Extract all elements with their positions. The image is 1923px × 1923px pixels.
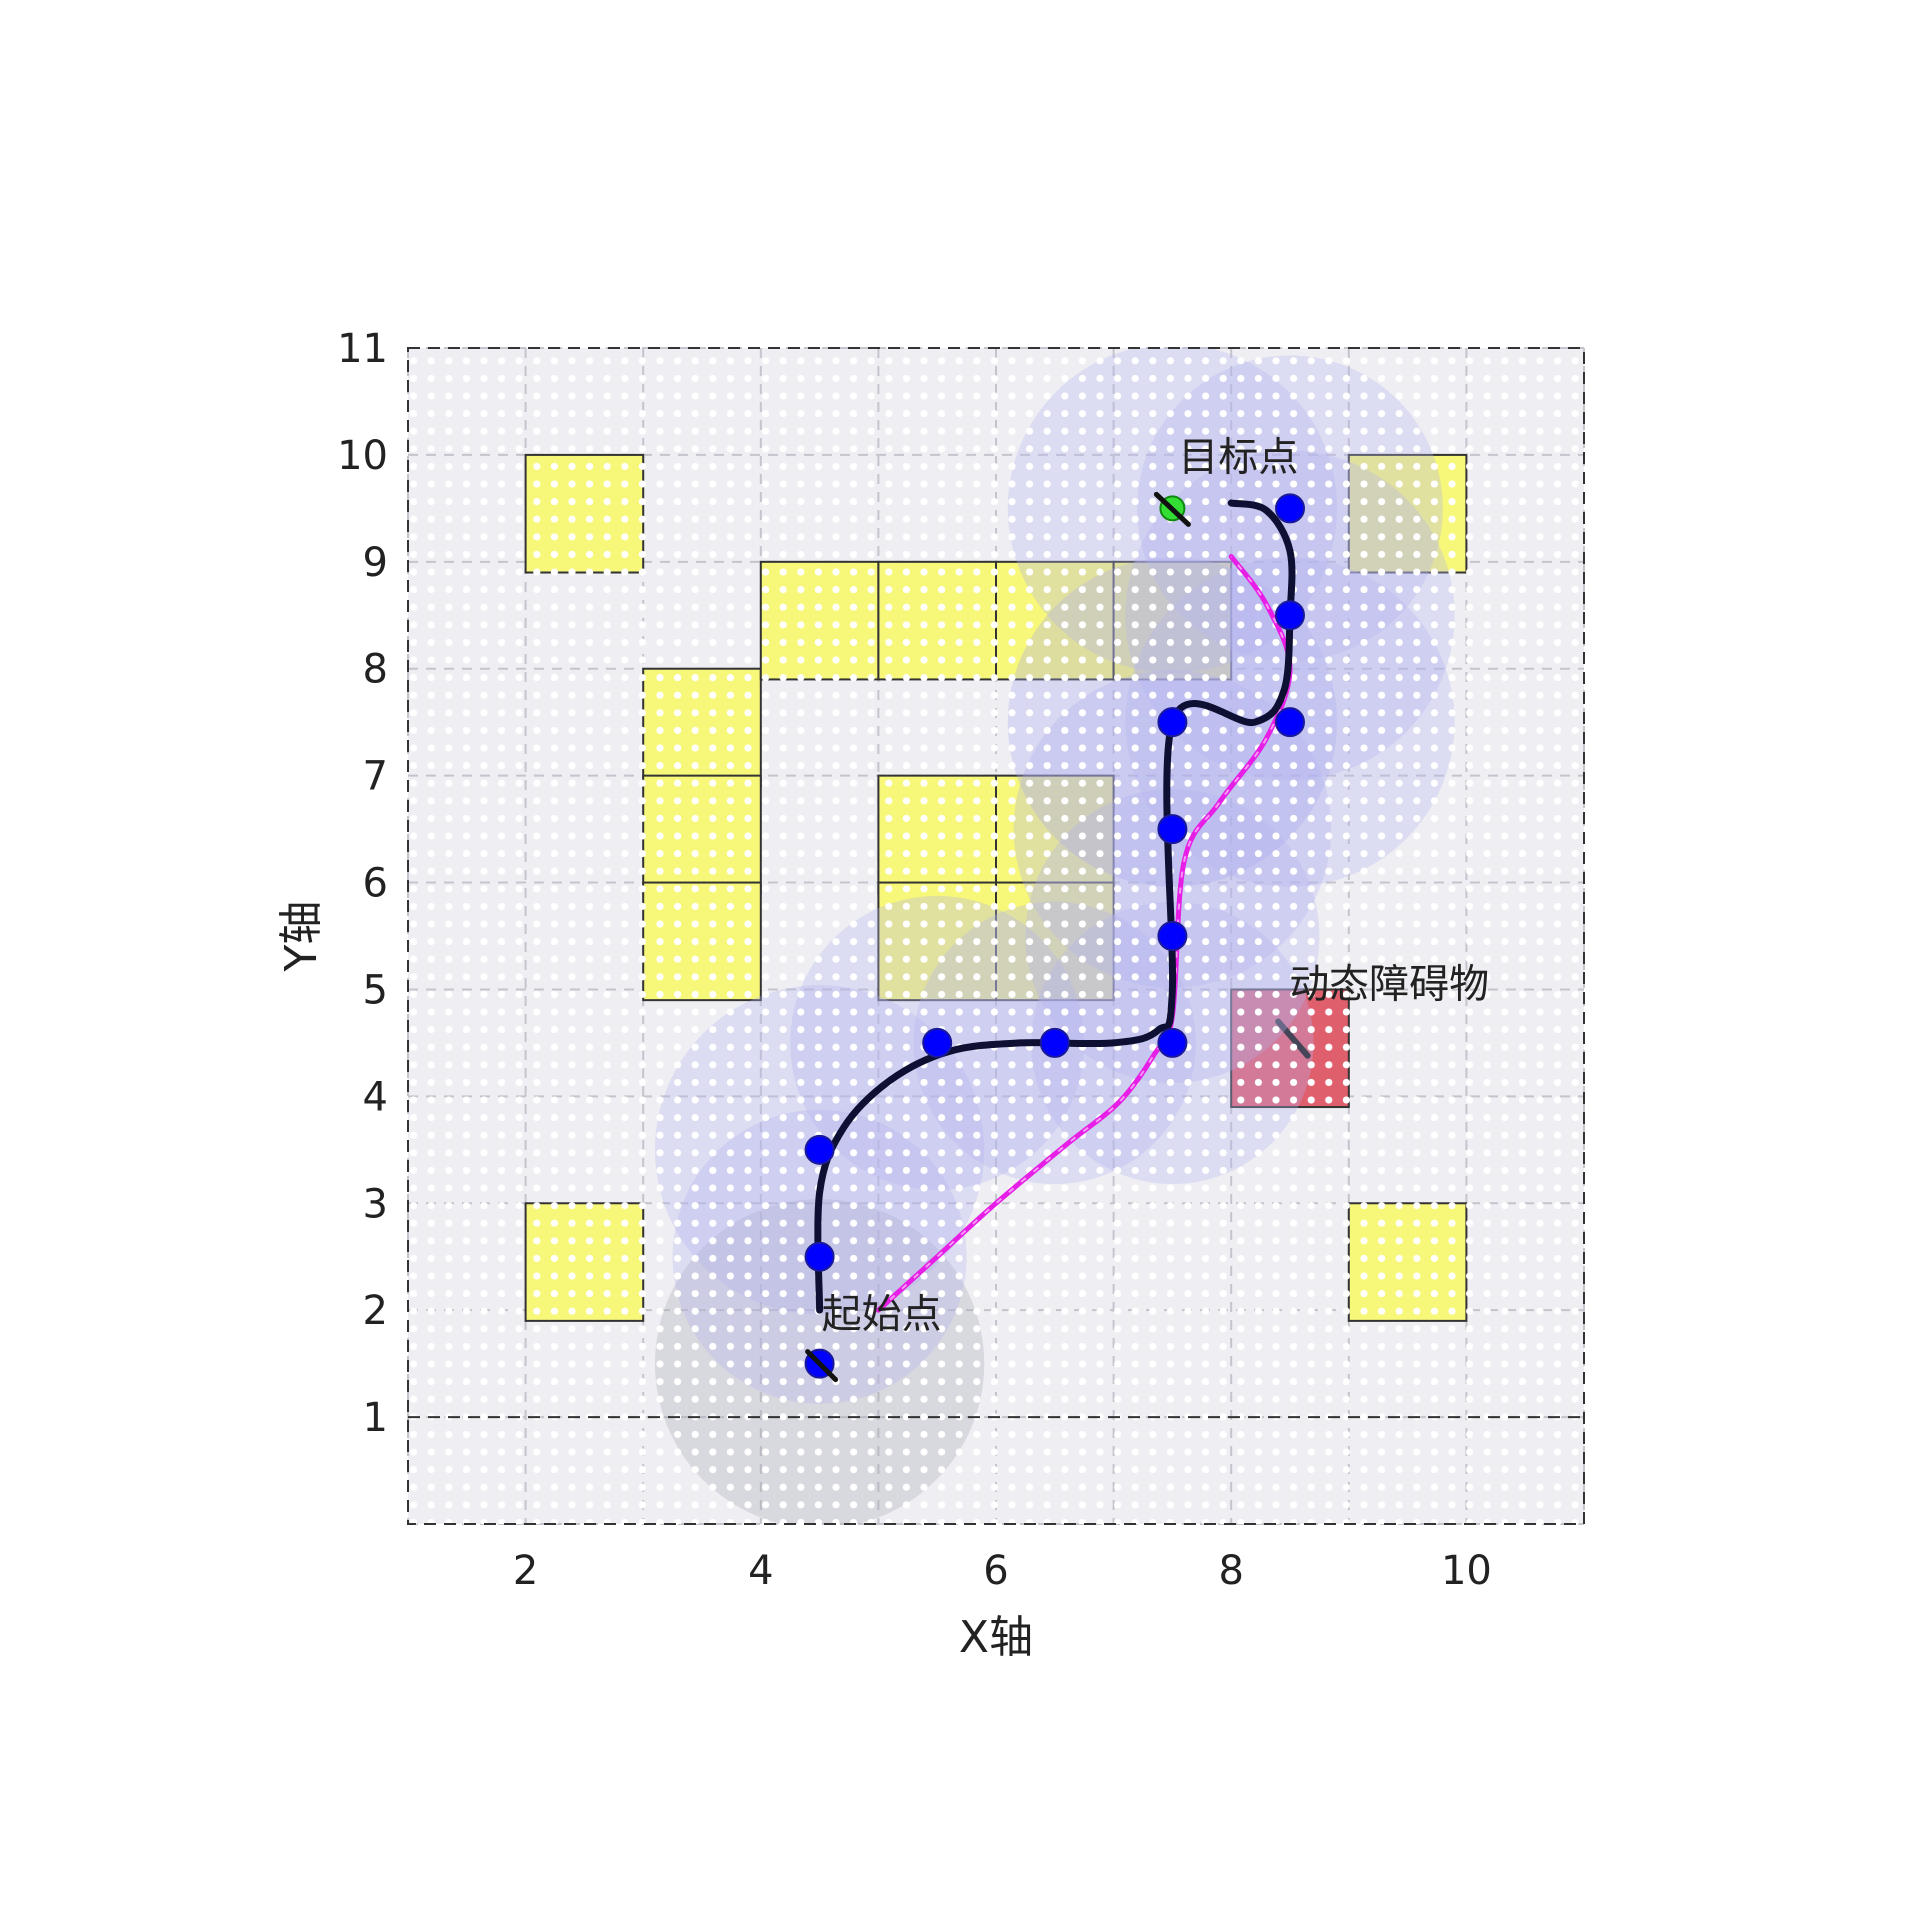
waypoint-marker (804, 1241, 835, 1272)
y-tick-label: 2 (363, 1288, 388, 1334)
y-tick-label: 6 (363, 861, 388, 907)
waypoint-marker (1275, 493, 1305, 524)
start-heading (805, 1349, 839, 1383)
x-tick-label: 6 (983, 1548, 1008, 1594)
y-tick-label: 1 (363, 1395, 388, 1441)
y-tick-label: 3 (363, 1181, 388, 1227)
goal-point-label: 目标点 (1178, 434, 1298, 480)
x-tick-label: 2 (513, 1548, 538, 1594)
waypoint-marker (1157, 814, 1188, 845)
y-tick-label: 7 (363, 754, 388, 800)
y-tick-label: 10 (337, 433, 388, 479)
waypoint-marker (922, 1027, 953, 1058)
x-tick-label: 10 (1441, 1548, 1492, 1594)
y-tick-label: 11 (337, 326, 388, 372)
y-axis-title: Y轴 (276, 901, 327, 973)
start-point-label: 起始点 (822, 1292, 942, 1338)
x-axis-title: X轴 (959, 1612, 1033, 1663)
axes-frame (407, 347, 1585, 1525)
plot-frame (407, 347, 1585, 1525)
y-tick-label: 9 (363, 540, 388, 586)
waypoint-marker (1157, 707, 1188, 738)
dot-pattern-overlay (408, 348, 1584, 1524)
x-tick-label: 8 (1218, 1548, 1243, 1594)
waypoint-marker (1275, 707, 1305, 738)
x-tick-label: 4 (748, 1548, 773, 1594)
goal-heading (1153, 491, 1191, 527)
waypoint-marker (1157, 921, 1188, 951)
waypoint-marker (1275, 600, 1305, 631)
y-tick-label: 8 (363, 647, 388, 693)
y-tick-label: 4 (363, 1074, 388, 1120)
dynamic-obstacle-label: 动态障碍物 (1289, 961, 1489, 1007)
waypoint-markers (804, 491, 1305, 1383)
waypoint-marker (1157, 1027, 1188, 1058)
waypoint-marker (1039, 1027, 1070, 1058)
waypoint-marker (804, 1134, 835, 1165)
y-tick-label: 5 (363, 967, 388, 1013)
